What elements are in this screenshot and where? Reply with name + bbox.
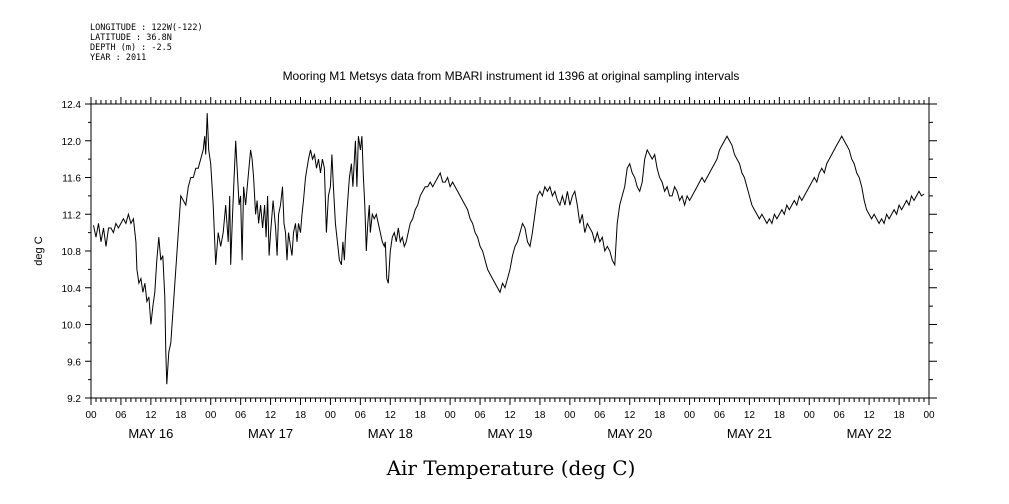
x-hour-label: 18	[894, 410, 906, 421]
series-line	[93, 113, 925, 385]
y-tick-label: 10.0	[62, 321, 82, 332]
x-day-label: MAY 17	[248, 426, 293, 441]
x-day-label: MAY 18	[368, 426, 413, 441]
header-line-latitude: LATITUDE : 36.8N	[90, 33, 172, 43]
x-hour-label: 06	[475, 410, 487, 421]
x-hour-label: 18	[534, 410, 546, 421]
y-tick-label: 12.0	[62, 137, 82, 148]
x-hour-label: 12	[265, 410, 277, 421]
y-tick-label: 11.6	[62, 174, 81, 185]
metadata-header: LONGITUDE : 122W(-122) LATITUDE : 36.8N …	[90, 23, 203, 63]
x-hour-label: 06	[355, 410, 367, 421]
x-hour-label: 06	[115, 410, 127, 421]
x-hour-label: 00	[205, 410, 217, 421]
x-hour-label: 06	[834, 410, 846, 421]
header-line-year: YEAR : 2011	[90, 53, 146, 63]
x-hour-label: 00	[804, 410, 816, 421]
x-hour-label: 06	[594, 410, 606, 421]
x-day-label: MAY 16	[128, 426, 173, 441]
x-hour-label: 12	[744, 410, 756, 421]
x-hour-label: 18	[654, 410, 666, 421]
y-tick-label: 9.2	[67, 394, 81, 405]
x-hour-label: 00	[684, 410, 696, 421]
chart-title: Mooring M1 Metsys data from MBARI instru…	[283, 69, 740, 83]
x-hour-label: 12	[624, 410, 636, 421]
x-day-label: MAY 19	[487, 426, 532, 441]
x-hour-label: 18	[774, 410, 786, 421]
x-hour-label: 12	[864, 410, 876, 421]
x-axis-label: Air Temperature (deg C)	[386, 456, 636, 480]
x-ticks	[90, 97, 930, 405]
y-tick-label: 9.6	[67, 357, 81, 368]
x-hour-label: 06	[235, 410, 247, 421]
x-day-label: MAY 20	[607, 426, 652, 441]
x-day-label: MAY 22	[847, 426, 892, 441]
day-labels: MAY 16 MAY 17 MAY 18 MAY 19 MAY 20 MAY 21 MAY …	[128, 426, 891, 441]
x-tick-labels: 00 06 12 18 00 06 12 18 00 06 12 18 00 06 12 18 00 06 12 18…	[85, 410, 935, 421]
x-hour-label: 12	[145, 410, 157, 421]
x-hour-label: 00	[923, 410, 935, 421]
y-axis-label: deg C	[33, 236, 45, 265]
header-line-longitude: LONGITUDE : 122W(-122)	[90, 23, 203, 33]
x-hour-label: 18	[415, 410, 427, 421]
x-hour-label: 18	[175, 410, 187, 421]
y-tick-label: 10.4	[62, 284, 82, 295]
header-line-depth: DEPTH (m) : -2.5	[90, 43, 172, 53]
x-day-label: MAY 21	[727, 426, 772, 441]
x-hour-label: 12	[385, 410, 397, 421]
x-hour-label: 00	[325, 410, 337, 421]
y-tick-label: 10.8	[62, 247, 82, 258]
x-hour-label: 06	[714, 410, 726, 421]
y-tick-label: 11.2	[62, 210, 81, 221]
x-hour-label: 00	[564, 410, 576, 421]
x-hour-label: 00	[85, 410, 97, 421]
y-tick-label: 12.4	[62, 100, 82, 111]
x-hour-label: 18	[295, 410, 307, 421]
x-hour-label: 00	[445, 410, 457, 421]
x-hour-label: 12	[504, 410, 516, 421]
y-ticks: 9.2 9.6 10.0 10.4 10.8 11.2 11.6 12.0 12.4	[62, 100, 937, 405]
